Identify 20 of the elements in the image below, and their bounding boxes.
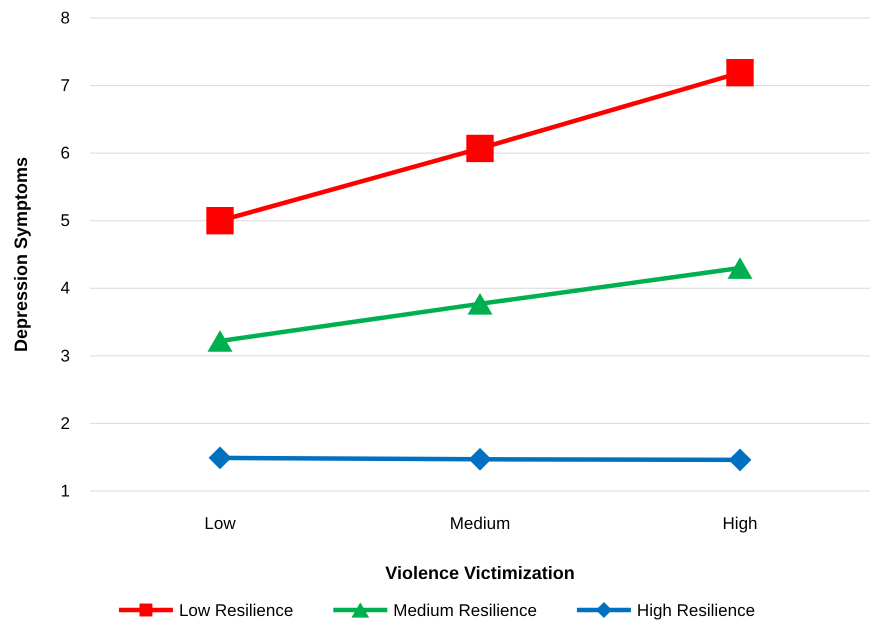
- x-tick-label: Low: [204, 514, 236, 534]
- y-axis-title: Depression Symptoms: [11, 156, 31, 352]
- y-tick-label: 8: [60, 8, 70, 28]
- x-tick-label: Medium: [450, 514, 510, 534]
- point: [208, 330, 232, 352]
- legend-label: Low Resilience: [178, 601, 294, 620]
- point: [728, 257, 752, 279]
- x-tick-label: High: [722, 514, 758, 534]
- y-tick-label: 7: [60, 76, 70, 96]
- legend-label: High Resilience: [636, 601, 756, 620]
- y-tick-label: 3: [60, 346, 70, 366]
- legend-label: Medium Resilience: [393, 601, 537, 620]
- y-tick-label: 4: [60, 278, 70, 298]
- y-tick-label: 5: [60, 211, 70, 230]
- y-tick-label: 2: [60, 414, 70, 433]
- y-tick-label: 1: [60, 481, 70, 500]
- point: [206, 207, 234, 234]
- y-tick-label: 6: [60, 144, 70, 163]
- x-axis-title: Violence Victimization: [385, 563, 575, 583]
- point: [726, 59, 754, 86]
